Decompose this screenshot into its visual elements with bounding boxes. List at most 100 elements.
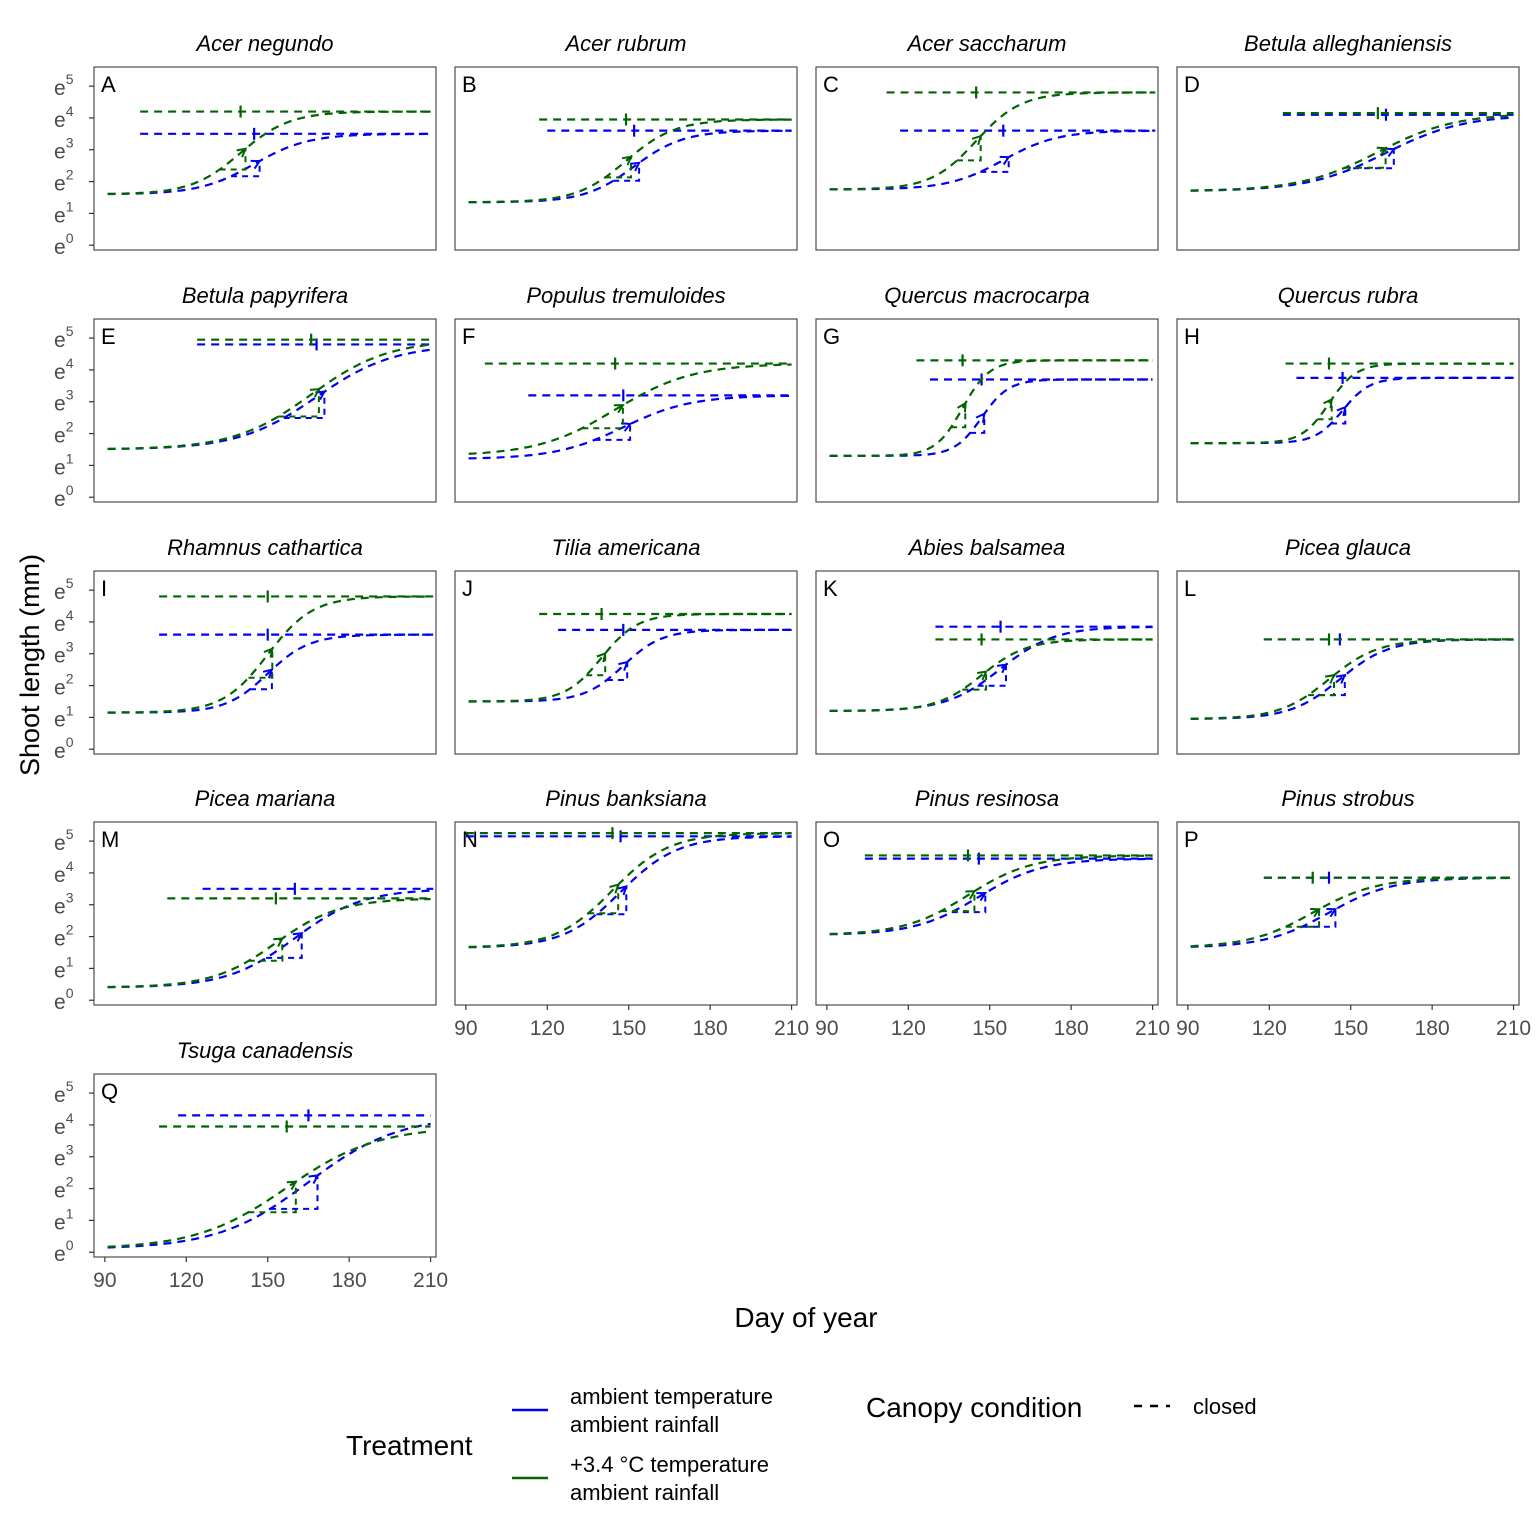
panel-border: [93, 66, 437, 251]
growth-rate-arrowhead: [1376, 146, 1388, 157]
legend-label-ambient-line1: ambient temperature: [570, 1384, 773, 1409]
series-warmed: [107, 590, 434, 714]
panel-border: [815, 66, 1159, 251]
y-tick-exponent: 5: [66, 575, 74, 591]
x-tick-label: 150: [972, 1017, 1007, 1040]
y-tick-exponent: 0: [66, 734, 74, 750]
panel-g: Quercus macrocarpa G: [815, 283, 1159, 503]
y-tick-exponent: 3: [66, 890, 74, 906]
growth-rate-arrowhead: [621, 155, 633, 166]
growth-rate-guide: [940, 891, 976, 913]
growth-rate-arrowhead: [596, 651, 607, 663]
growth-rate-guide: [605, 156, 632, 179]
panel-border: [815, 318, 1159, 503]
panel-letter: M: [101, 827, 119, 852]
y-tick-label: e3: [54, 639, 74, 668]
series-warmed: [107, 333, 431, 450]
x-tick-label: 90: [93, 1269, 116, 1292]
growth-rate-guide: [283, 391, 326, 419]
x-tick-label: 90: [1176, 1017, 1199, 1040]
panel-k: Abies balsamea K: [815, 535, 1159, 755]
panel-border: [815, 570, 1159, 755]
panel-n: Pinus banksiana N 90 120 150 180 210: [454, 786, 809, 1040]
y-tick-exponent: 1: [66, 702, 74, 718]
y-tick-label: e4: [54, 1110, 74, 1139]
growth-rate-arrowhead: [618, 660, 629, 671]
growth-rate-guide: [586, 653, 607, 677]
y-tick-exponent: 0: [66, 1237, 74, 1253]
growth-curve: [107, 348, 431, 451]
y-tick-label: e5: [54, 826, 74, 855]
y-tick-exponent: 5: [66, 1078, 74, 1094]
y-tick-exponent: 3: [66, 639, 74, 655]
growth-rate-arrowhead: [630, 161, 641, 172]
series-ambient: [829, 852, 1153, 936]
growth-curve: [468, 832, 792, 949]
growth-curve: [468, 628, 792, 703]
panel-border: [93, 1073, 437, 1258]
growth-rate-guide: [613, 162, 641, 182]
y-tick-exponent: 4: [66, 103, 74, 119]
panel-letter: I: [101, 576, 107, 601]
y-tick-exponent: 5: [66, 323, 74, 339]
growth-rate-arrowhead: [613, 404, 625, 414]
growth-rate-arrowhead: [1326, 908, 1338, 918]
y-tick-label: e4: [54, 607, 74, 636]
panel-h: Quercus rubra H: [1176, 283, 1520, 503]
x-tick-label: 150: [611, 1017, 646, 1040]
growth-curve: [1190, 876, 1514, 948]
x-tick-label: 210: [1135, 1017, 1170, 1040]
y-tick-exponent: 3: [66, 135, 74, 151]
growth-rate-guide: [1331, 407, 1347, 425]
y-tick-exponent: 2: [66, 671, 74, 687]
y-tick-label: e4: [54, 355, 74, 384]
x-tick-label: 120: [169, 1269, 204, 1292]
growth-curve: [829, 359, 1153, 457]
series-ambient: [107, 1109, 431, 1249]
legend-canopy-title: Canopy condition: [866, 1392, 1082, 1423]
y-tick-label: e2: [54, 1174, 74, 1203]
y-tick-exponent: 5: [66, 71, 74, 87]
growth-rate-arrowhead: [996, 663, 1008, 674]
series-warmed: [107, 1120, 431, 1248]
growth-rate-arrowhead: [1335, 673, 1347, 684]
growth-rate-guide: [231, 161, 261, 178]
series-warmed: [107, 105, 434, 195]
legend: Treatment ambient temperature ambient ra…: [346, 1384, 1257, 1505]
series-ambient: [829, 620, 1153, 712]
y-tick-exponent: 2: [66, 167, 74, 183]
panel-title: Picea glauca: [1285, 535, 1411, 560]
growth-curve: [1190, 362, 1514, 445]
y-tick-exponent: 4: [66, 858, 74, 874]
series-warmed: [465, 827, 792, 949]
growth-rate-arrowhead: [999, 155, 1011, 166]
y-tick-exponent: 0: [66, 482, 74, 498]
panel-border: [93, 318, 437, 503]
x-tick-label: 180: [332, 1269, 367, 1292]
series-ambient: [107, 127, 434, 196]
x-tick-label: 90: [815, 1017, 838, 1040]
growth-rate-arrowhead: [309, 387, 321, 398]
y-tick-label: e0: [54, 1237, 74, 1266]
panel-border: [93, 821, 437, 1006]
x-tick-label: 120: [891, 1017, 926, 1040]
growth-rate-guide: [278, 389, 320, 418]
panel-title: Betula papyrifera: [182, 283, 348, 308]
x-tick-label: 210: [774, 1017, 809, 1040]
panel-letter: L: [1184, 576, 1196, 601]
panel-p: Pinus strobus P 90 120 150 180 210: [1176, 786, 1531, 1040]
growth-curve: [107, 110, 431, 195]
y-tick-exponent: 4: [66, 355, 74, 371]
growth-rate-arrowhead: [292, 932, 304, 942]
growth-curve: [468, 612, 792, 703]
growth-curve: [107, 889, 431, 989]
y-tick-label: e1: [54, 702, 74, 731]
panel-border: [1176, 318, 1520, 503]
y-tick-label: e2: [54, 167, 74, 196]
growth-rate-guide: [1345, 148, 1387, 169]
growth-rate-guide: [951, 403, 967, 429]
panel-l: Picea glauca L: [1176, 535, 1520, 755]
